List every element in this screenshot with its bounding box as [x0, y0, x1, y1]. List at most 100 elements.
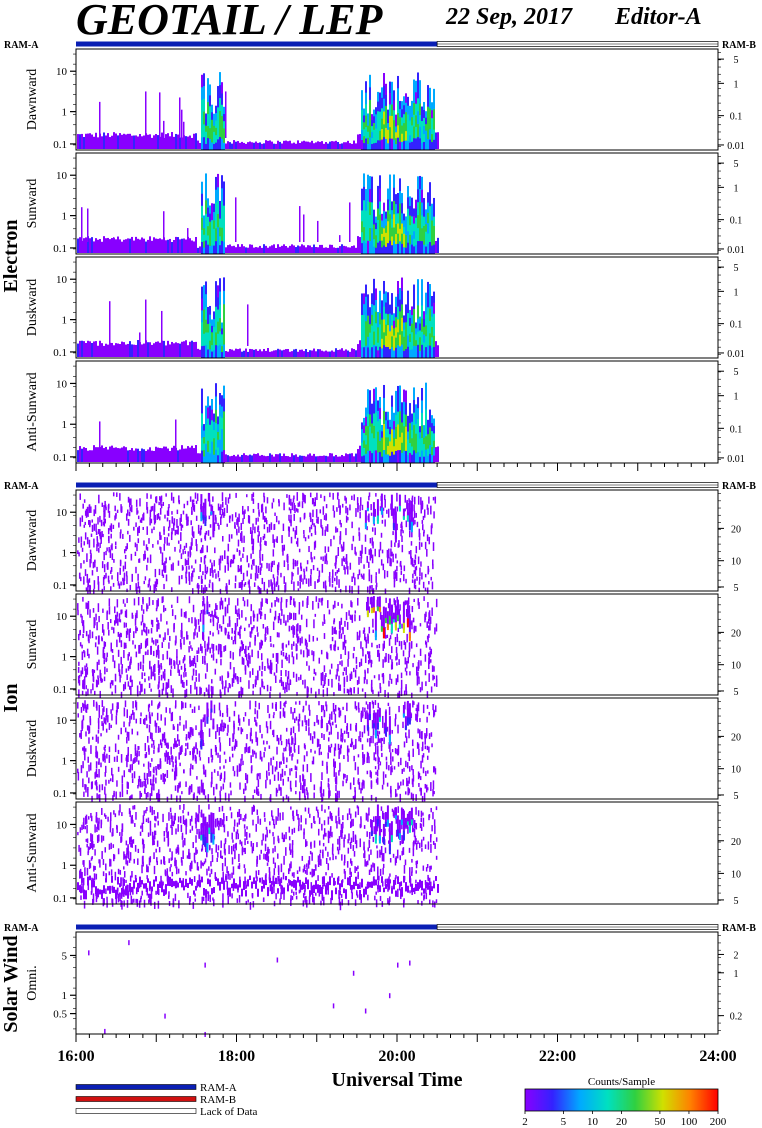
right-tick-label: 2 — [734, 950, 739, 961]
left-tick-label: 10 — [56, 819, 68, 831]
left-tick-label: 0.5 — [53, 1009, 67, 1021]
group-ion: 1010.120105Dawnward1010.120105Sunward101… — [0, 489, 741, 911]
right-tick-label: 1 — [734, 183, 739, 194]
colorbar-tick-label: 100 — [681, 1116, 698, 1128]
right-tick-label: 0.01 — [727, 141, 745, 152]
panel-label: Dawnward — [25, 69, 40, 130]
colorbar-title: Counts/Sample — [588, 1076, 655, 1088]
plot-editor: Editor-A — [615, 4, 702, 30]
left-tick-label: 10 — [56, 170, 68, 182]
ram-b-label: RAM-B — [722, 481, 756, 492]
panel-label: Duskward — [25, 720, 40, 778]
panel-label: Duskward — [25, 279, 40, 337]
panel-solar-wind-omni-: 5 1 0.5 2 1 0.2 Omni. — [25, 931, 743, 1037]
plot-date: 22 Sep, 2017 — [446, 4, 572, 30]
left-tick-label: 1 — [62, 652, 68, 664]
right-tick-label: 0.1 — [730, 424, 743, 435]
left-tick-label: 1 — [62, 860, 68, 872]
right-tick-label: 10 — [731, 557, 741, 568]
panel-electron-dawnward: 10 1 0.1 5 1 0.1 0.01 Dawnward — [25, 48, 745, 152]
legend-swatch — [75, 1084, 197, 1090]
right-tick-label: 5 — [734, 583, 739, 594]
panel-ion-anti-sunward: 10 1 0.1 20 10 5 Anti-Sunward — [25, 801, 741, 911]
colorbar-tick-label: 5 — [561, 1116, 567, 1128]
ram-a-label: RAM-A — [4, 481, 39, 492]
ram-bar-3: RAM-A RAM-B — [4, 923, 756, 934]
panel-label: Omni. — [25, 965, 40, 1000]
ram-a-segment — [76, 41, 438, 47]
group-label: Ion — [0, 684, 22, 713]
left-tick-label: 1 — [62, 419, 68, 431]
panel-electron-sunward: 10 1 0.1 5 1 0.1 0.01 Sunward — [25, 152, 745, 256]
right-tick-label: 10 — [731, 661, 741, 672]
x-axis-title: Universal Time — [332, 1069, 463, 1091]
x-tick-label: 22:00 — [539, 1048, 576, 1065]
legend-label: RAM-A — [200, 1082, 237, 1094]
right-tick-label: 5 — [734, 159, 739, 170]
colorbar-tick-label: 2 — [522, 1116, 528, 1128]
right-tick-label: 0.01 — [727, 245, 745, 256]
panel-label: Anti-Sunward — [25, 372, 40, 451]
left-tick-label: 10 — [56, 611, 68, 623]
right-tick-label: 20 — [731, 837, 741, 848]
left-tick-label: 0.1 — [53, 347, 67, 359]
x-tick-label: 18:00 — [218, 1048, 255, 1065]
left-tick-label: 10 — [56, 378, 68, 390]
x-tick-label: 24:00 — [699, 1048, 736, 1065]
ram-a-segment — [76, 924, 438, 930]
left-tick-label: 10 — [56, 507, 68, 519]
right-tick-label: 0.1 — [730, 216, 743, 227]
colorbar-tick-label: 10 — [587, 1116, 599, 1128]
left-tick-label: 10 — [56, 274, 68, 286]
left-tick-label: 0.1 — [53, 788, 67, 800]
ram-a-segment — [76, 482, 438, 488]
right-tick-label: 0.2 — [730, 1012, 743, 1023]
panel-electron-anti-sunward: 10 1 0.1 5 1 0.1 0.01 Anti-Sunward — [25, 360, 745, 465]
panel-label: Sunward — [25, 179, 40, 229]
right-tick-label: 5 — [734, 687, 739, 698]
x-axis: 16:00 18:00 20:00 22:00 24:00 Universal Time — [57, 1048, 736, 1091]
left-tick-label: 10 — [56, 715, 68, 727]
right-tick-label: 0.1 — [730, 320, 743, 331]
ram-bar-2: RAM-A RAM-B — [4, 481, 756, 492]
right-tick-label: 20 — [731, 628, 741, 639]
right-tick-label: 1 — [734, 969, 739, 980]
left-tick-label: 1 — [62, 107, 68, 119]
right-tick-label: 0.01 — [727, 349, 745, 360]
right-tick-label: 5 — [734, 896, 739, 907]
right-tick-label: 5 — [734, 367, 739, 378]
group-label: Electron — [0, 220, 22, 293]
right-tick-label: 20 — [731, 732, 741, 743]
legend-swatch — [75, 1096, 197, 1102]
right-tick-label: 10 — [731, 869, 741, 880]
ram-bar-1: RAM-A RAM-B — [4, 40, 756, 51]
left-tick-label: 1 — [62, 315, 68, 327]
panel-ion-dawnward: 10 1 0.1 20 10 5 Dawnward — [25, 489, 741, 598]
right-tick-label: 5 — [734, 263, 739, 274]
right-tick-label: 1 — [734, 392, 739, 403]
ram-b-label: RAM-B — [722, 923, 756, 934]
right-tick-label: 0.1 — [730, 112, 743, 123]
panel-label: Anti-Sunward — [25, 813, 40, 892]
colorbar-gradient — [524, 1088, 719, 1112]
group-label: Solar Wind — [0, 935, 22, 1032]
left-tick-label: 0.1 — [53, 243, 67, 255]
x-tick-label: 16:00 — [57, 1048, 94, 1065]
time-ticks-electron — [75, 463, 706, 471]
right-tick-label: 5 — [734, 791, 739, 802]
left-tick-label: 0.1 — [53, 139, 67, 151]
left-tick-label: 5 — [62, 950, 68, 962]
group-electron: 10 1 0.1 5 1 0.1 0.01 Dawnward 10 1 0.1 5 1 0.1 0.01 Su… — [0, 48, 745, 465]
ram-b-label: RAM-B — [722, 40, 756, 51]
panel-electron-duskward: 10 1 0.1 5 1 0.1 0.01 Duskward — [25, 256, 745, 360]
left-tick-label: 1 — [62, 756, 68, 768]
colorbar-tick-label: 50 — [654, 1116, 666, 1128]
panel-label: Sunward — [25, 620, 40, 670]
left-tick-label: 0.1 — [53, 452, 67, 464]
colorbar-tick-label: 20 — [616, 1116, 628, 1128]
right-tick-label: 0.01 — [727, 454, 745, 465]
legend-label: RAM-B — [200, 1094, 236, 1106]
panel-ion-sunward: 10 1 0.1 20 10 5 Sunward — [25, 593, 741, 701]
left-tick-label: 1 — [62, 990, 68, 1002]
